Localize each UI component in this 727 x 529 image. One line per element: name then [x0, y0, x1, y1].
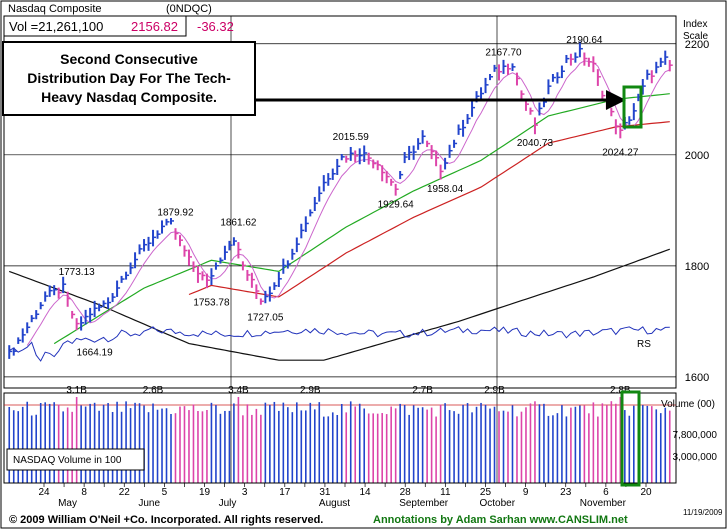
y-tick-2200: 2200 — [685, 39, 709, 51]
ma200-path — [8, 248, 671, 361]
price-label-2040.73: 2040.73 — [517, 138, 554, 149]
footer-copyright: © 2009 William O'Neil +Co. Incorporated.… — [9, 514, 323, 526]
x-tick-4: 22 — [119, 487, 131, 498]
volume-bars — [4, 397, 676, 483]
index-scale-line1: Index — [683, 19, 707, 30]
price-label-1958.04: 1958.04 — [427, 184, 464, 195]
index-scale-line2: Scale — [683, 31, 708, 42]
month-label-October: October — [479, 498, 515, 509]
annotation-line-1: Second Consecutive — [60, 51, 198, 67]
x-tick-26: 23 — [560, 487, 572, 498]
price-label-1664.19: 1664.19 — [77, 347, 114, 358]
volume-label-51: 3.4B — [228, 385, 249, 396]
price-label-1929.64: 1929.64 — [378, 200, 415, 211]
x-tick-0: 24 — [38, 487, 50, 498]
x-tick-2: 8 — [81, 487, 87, 498]
volume-label-67: 2.9B — [300, 385, 321, 396]
ma-short-line — [26, 60, 670, 346]
price-panel — [3, 15, 677, 389]
volume-label-92: 2.7B — [412, 385, 433, 396]
ma50-line — [53, 93, 670, 345]
highlight-box-volume — [620, 390, 641, 487]
volume-tick-2: 3,000,000 — [673, 452, 718, 463]
price-label-1773.13: 1773.13 — [59, 267, 96, 278]
rs-path — [8, 326, 670, 362]
index-name: Nasdaq Composite — [8, 3, 102, 15]
highlight-box-price — [622, 85, 643, 129]
price-labels: 1773.13 1664.19 1879.92 1753.78 1861.62 1727.… — [59, 35, 639, 359]
price-label-1861.62: 1861.62 — [220, 217, 257, 228]
x-tick-10: 3 — [242, 487, 248, 498]
month-label-June: June — [138, 498, 160, 509]
ma-short-path — [26, 60, 670, 346]
volume-title: Volume (00) — [661, 399, 715, 410]
volume-legend: NASDAQ Volume in 100 — [13, 455, 122, 466]
vol-box — [3, 15, 187, 37]
ma200-line — [8, 248, 671, 361]
price-readout: 2156.82 — [131, 19, 178, 34]
volume-label-32: 2.6B — [143, 385, 164, 396]
price-label-1879.92: 1879.92 — [157, 207, 194, 218]
x-tick-20: 11 — [440, 487, 451, 498]
annotation-box — [2, 41, 256, 116]
y-tick-1600: 1600 — [685, 372, 709, 384]
y-axis-ticks: 1600 1800 2000 2200 — [685, 39, 709, 384]
month-label-May: May — [58, 498, 77, 509]
footer-date: 11/19/2009 — [683, 508, 723, 517]
footer-annotations: Annotations by Adam Sarhan www.CANSLIM.n… — [373, 514, 628, 526]
x-tick-8: 19 — [199, 487, 211, 498]
x-tick-24: 9 — [523, 487, 529, 498]
month-label-November: November — [580, 498, 627, 509]
volume-label-108: 2.9B — [484, 385, 505, 396]
volume-labels: 3.1B 2.6B 3.4B 2.9B 2.7B 2.9B 2.8B — [66, 385, 631, 396]
x-tick-16: 14 — [360, 487, 372, 498]
x-tick-18: 28 — [400, 487, 412, 498]
x-tick-28: 6 — [603, 487, 609, 498]
price-label-1727.05: 1727.05 — [247, 312, 284, 323]
price-label-2167.70: 2167.70 — [485, 48, 522, 59]
month-label-July: July — [219, 498, 237, 509]
x-axis: 24 8 22 5 19 3 17 31 14 28 11 25 9 23 6 20 May June July Au… — [4, 482, 676, 509]
x-tick-12: 17 — [279, 487, 291, 498]
x-tick-22: 25 — [480, 487, 492, 498]
volume-readout: Vol =21,261,100 — [9, 19, 103, 34]
volume-legend-box — [6, 448, 145, 471]
price-label-2190.64: 2190.64 — [566, 35, 603, 46]
volume-label-15: 3.1B — [66, 385, 87, 396]
x-tick-30: 20 — [640, 487, 652, 498]
price-label-2024.27: 2024.27 — [602, 147, 639, 158]
change-readout: -36.32 — [197, 19, 234, 34]
y-tick-1800: 1800 — [685, 261, 709, 273]
ma50-path — [53, 93, 670, 345]
annotation-line-2: Distribution Day For The Tech- — [27, 70, 231, 86]
month-label-August: August — [319, 498, 350, 509]
rs-line — [8, 326, 670, 362]
price-label-2015.59: 2015.59 — [333, 132, 370, 143]
index-symbol: (0NDQC) — [166, 3, 212, 15]
x-tick-14: 31 — [319, 487, 331, 498]
rs-label: RS — [637, 339, 651, 350]
price-bars — [8, 41, 673, 359]
month-label-September: September — [399, 498, 449, 509]
volume-label-136: 2.8B — [610, 385, 631, 396]
y-tick-2000: 2000 — [685, 150, 709, 162]
volume-tick-1: 7,800,000 — [673, 430, 718, 441]
price-label-1753.78: 1753.78 — [193, 297, 230, 308]
annotation-line-3: Heavy Nasdaq Composite. — [41, 89, 217, 105]
x-tick-6: 5 — [162, 487, 168, 498]
annotation-arrow-head — [606, 90, 626, 110]
